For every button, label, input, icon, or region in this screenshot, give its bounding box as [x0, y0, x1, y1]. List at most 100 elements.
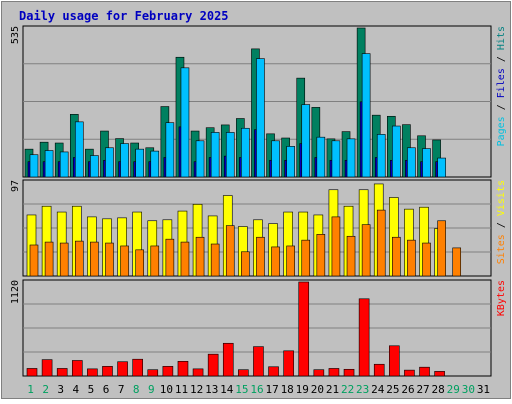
y-max-label: 535	[10, 26, 21, 44]
bar-kbytes-day-26	[404, 369, 415, 377]
bar-pages-day-3	[59, 151, 69, 178]
legend-part: /	[496, 50, 507, 68]
x-tick-label: 6	[103, 383, 110, 396]
legend-part: Sites	[496, 234, 507, 264]
bar-pages-day-10	[165, 122, 175, 178]
bar-pages-day-14	[225, 132, 235, 178]
bar-pages-day-13	[210, 132, 220, 178]
x-tick-label: 2	[42, 383, 49, 396]
bar-sites-day-14	[225, 225, 235, 277]
bar-kbytes-day-2	[41, 359, 53, 377]
bar-pages-day-28	[437, 157, 446, 178]
legend-part: Files	[496, 68, 507, 98]
bar-sites-day-22	[346, 235, 356, 277]
bar-sites-day-23	[361, 224, 371, 277]
panel-2: 97 Sites / Visits	[10, 179, 507, 277]
x-tick-label: 9	[148, 383, 155, 396]
x-tick-label: 25	[386, 383, 399, 396]
bar-kbytes-day-27	[419, 366, 430, 377]
bar-kbytes-day-3	[56, 368, 68, 377]
bar-kbytes-day-11	[177, 361, 189, 377]
bar-sites-day-25	[392, 236, 401, 277]
bar-sites-day-9	[150, 245, 160, 277]
bar-sites-day-4	[74, 240, 84, 277]
bar-pages-day-25	[392, 125, 401, 178]
bar-pages-day-21	[331, 140, 341, 178]
bar-sites-day-24	[376, 209, 386, 277]
bar-sites-day-20	[316, 234, 326, 277]
bar-pages-day-2	[44, 150, 54, 178]
bar-sites-day-3	[59, 242, 69, 277]
bar-kbytes-day-12	[192, 368, 204, 377]
bar-sites-day-19	[301, 239, 311, 277]
bar-sites-day-18	[286, 245, 295, 277]
x-tick-label: 30	[462, 383, 475, 396]
series-legend: KBytes	[496, 280, 507, 316]
bar-kbytes-day-21	[328, 368, 340, 377]
x-tick-label: 13	[205, 383, 218, 396]
x-tick-label: 7	[118, 383, 125, 396]
chart-title: Daily usage for February 2025	[19, 9, 229, 23]
bar-sites-day-15	[241, 251, 250, 277]
bar-sites-day-5	[90, 241, 99, 277]
bar-sites-day-13	[210, 243, 220, 277]
bar-pages-day-9	[150, 150, 160, 178]
bar-pages-day-4	[74, 121, 84, 178]
bar-sites-day-21	[331, 216, 341, 277]
bar-kbytes-day-10	[162, 366, 174, 377]
bar-pages-day-11	[180, 67, 190, 178]
x-axis-labels: 1 2 3 4 5 6 7 8 9 10 11 12 13 14 15 16 17 18 19 20 21 22 23 24 2…	[27, 383, 490, 396]
bar-sites-day-6	[105, 242, 114, 277]
legend-part: Pages	[496, 116, 507, 146]
x-tick-label: 19	[296, 383, 309, 396]
bar-kbytes-day-24	[373, 363, 385, 377]
bar-pages-day-19	[301, 104, 311, 178]
bar-kbytes-day-1	[26, 368, 38, 377]
x-tick-label: 4	[73, 383, 80, 396]
x-tick-label: 27	[416, 383, 429, 396]
bar-pages-day-27	[422, 148, 431, 178]
bar-sites-day-16	[256, 236, 265, 277]
bar-kbytes-day-25	[389, 345, 400, 377]
x-tick-label: 1	[27, 383, 34, 396]
x-tick-label: 26	[401, 383, 414, 396]
series-legend: Sites / Visits	[496, 180, 507, 264]
bar-kbytes-day-4	[71, 360, 83, 377]
bar-sites-day-11	[180, 241, 190, 277]
bar-pages-day-23	[361, 53, 371, 178]
bar-pages-day-8	[135, 148, 144, 178]
bar-pages-day-16	[256, 58, 265, 178]
bar-kbytes-day-19	[298, 281, 310, 377]
x-tick-label: 28	[432, 383, 445, 396]
x-tick-label: 31	[477, 383, 490, 396]
x-tick-label: 16	[250, 383, 263, 396]
bar-sites-day-12	[195, 236, 205, 277]
x-tick-label: 12	[190, 383, 203, 396]
legend-part: KBytes	[496, 280, 507, 316]
bar-sites-day-10	[165, 238, 175, 277]
bar-kbytes-day-9	[147, 369, 159, 377]
x-tick-label: 21	[326, 383, 339, 396]
bar-kbytes-day-20	[313, 369, 325, 377]
bar-pages-day-26	[407, 147, 416, 178]
bar-kbytes-day-18	[283, 350, 294, 377]
series-legend: Pages / Files / Hits	[496, 26, 507, 146]
bar-pages-day-15	[241, 127, 250, 178]
x-tick-label: 22	[341, 383, 354, 396]
bar-kbytes-day-8	[132, 358, 143, 377]
bar-sites-day-27	[422, 242, 431, 277]
x-tick-label: 23	[356, 383, 369, 396]
bar-kbytes-day-23	[358, 298, 370, 377]
bar-kbytes-day-6	[102, 366, 113, 377]
bar-pages-day-22	[346, 138, 356, 178]
bar-kbytes-day-7	[117, 361, 128, 377]
bar-pages-day-20	[316, 136, 326, 178]
x-tick-label: 24	[371, 383, 385, 396]
bar-kbytes-day-5	[87, 368, 98, 377]
bar-sites-day-29	[452, 247, 462, 277]
x-tick-label: 29	[447, 383, 460, 396]
x-tick-label: 14	[220, 383, 234, 396]
bar-kbytes-day-22	[343, 368, 355, 377]
